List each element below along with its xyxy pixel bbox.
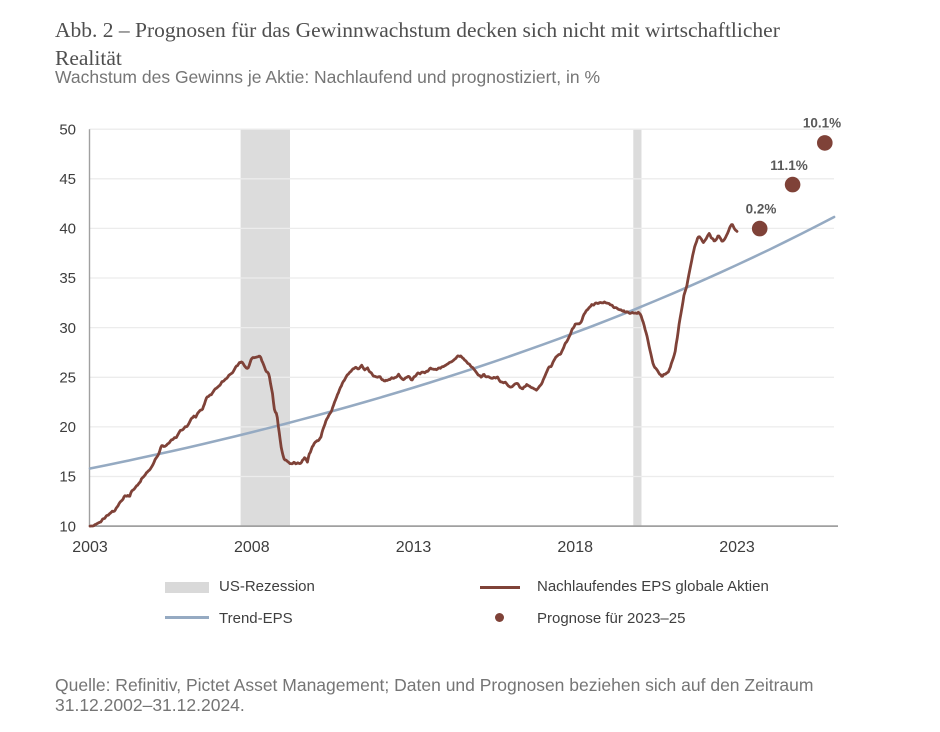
svg-text:10.1%: 10.1%: [803, 115, 841, 130]
svg-text:2023: 2023: [719, 539, 755, 556]
svg-text:2013: 2013: [396, 539, 432, 556]
svg-text:10: 10: [59, 518, 76, 535]
svg-text:2003: 2003: [72, 539, 108, 556]
svg-text:0.2%: 0.2%: [746, 201, 777, 216]
svg-text:11.1%: 11.1%: [770, 158, 808, 173]
svg-text:45: 45: [59, 171, 76, 188]
svg-text:25: 25: [59, 370, 76, 387]
svg-text:2008: 2008: [234, 539, 270, 556]
svg-text:2018: 2018: [557, 539, 593, 556]
svg-text:40: 40: [59, 221, 76, 238]
svg-text:30: 30: [59, 320, 76, 337]
svg-text:35: 35: [59, 270, 76, 287]
svg-text:50: 50: [59, 121, 76, 138]
svg-text:15: 15: [59, 469, 76, 486]
svg-text:20: 20: [59, 419, 76, 436]
